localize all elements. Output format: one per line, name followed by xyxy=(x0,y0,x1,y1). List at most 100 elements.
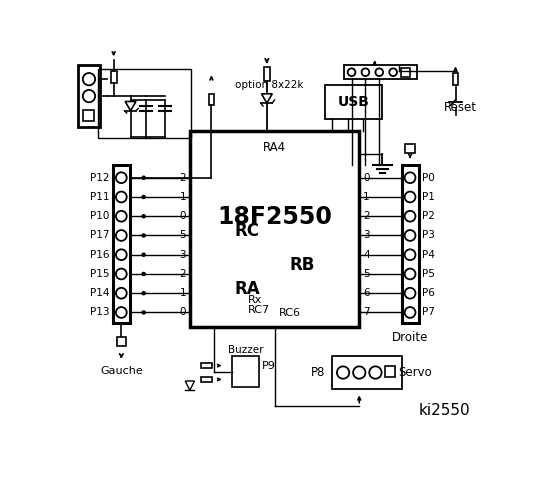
Circle shape xyxy=(389,68,397,76)
Text: 1: 1 xyxy=(179,288,186,298)
Text: Gauche: Gauche xyxy=(100,366,143,376)
Bar xyxy=(453,73,458,85)
Text: P15: P15 xyxy=(90,269,109,279)
Text: 18F2550: 18F2550 xyxy=(217,205,332,229)
Bar xyxy=(201,363,212,368)
Circle shape xyxy=(405,192,415,203)
Text: Rx: Rx xyxy=(248,295,262,305)
Circle shape xyxy=(405,269,415,279)
Bar xyxy=(401,68,410,77)
Bar xyxy=(405,144,415,153)
Text: 5: 5 xyxy=(363,269,370,279)
Text: RC7: RC7 xyxy=(248,305,270,315)
Text: P8: P8 xyxy=(311,366,326,379)
Bar xyxy=(201,377,212,382)
Circle shape xyxy=(353,366,366,379)
Bar xyxy=(98,69,191,138)
Circle shape xyxy=(116,192,127,203)
Bar xyxy=(117,337,126,347)
Circle shape xyxy=(362,68,369,76)
Bar xyxy=(78,65,100,127)
Bar xyxy=(332,356,401,389)
Circle shape xyxy=(116,307,127,318)
Text: 0: 0 xyxy=(180,308,186,317)
Bar xyxy=(264,67,270,81)
Text: P6: P6 xyxy=(422,288,435,298)
Text: P10: P10 xyxy=(90,211,109,221)
Circle shape xyxy=(405,288,415,299)
Text: 2: 2 xyxy=(179,269,186,279)
Text: 6: 6 xyxy=(363,288,370,298)
Text: 2: 2 xyxy=(363,211,370,221)
Circle shape xyxy=(142,176,145,179)
Circle shape xyxy=(142,273,145,276)
Circle shape xyxy=(142,234,145,237)
Circle shape xyxy=(369,366,382,379)
Text: RC6: RC6 xyxy=(279,308,301,318)
Circle shape xyxy=(375,68,383,76)
Text: P11: P11 xyxy=(90,192,109,202)
Text: P13: P13 xyxy=(90,308,109,317)
Text: 2: 2 xyxy=(179,173,186,183)
Circle shape xyxy=(116,211,127,222)
Text: RA: RA xyxy=(234,279,260,298)
Text: 0: 0 xyxy=(180,211,186,221)
Circle shape xyxy=(116,172,127,183)
Circle shape xyxy=(337,366,349,379)
Bar xyxy=(190,131,359,327)
Circle shape xyxy=(116,230,127,241)
Text: P2: P2 xyxy=(422,211,435,221)
Text: Servo: Servo xyxy=(399,366,432,379)
Text: 7: 7 xyxy=(363,308,370,317)
Text: P12: P12 xyxy=(90,173,109,183)
Circle shape xyxy=(142,292,145,295)
Text: P7: P7 xyxy=(422,308,435,317)
Circle shape xyxy=(116,288,127,299)
Bar xyxy=(325,84,382,119)
Text: Buzzer: Buzzer xyxy=(228,345,263,355)
Text: 1: 1 xyxy=(179,192,186,202)
Circle shape xyxy=(405,230,415,241)
Text: 3: 3 xyxy=(179,250,186,260)
Text: P16: P16 xyxy=(90,250,109,260)
Text: P3: P3 xyxy=(422,230,435,240)
Bar xyxy=(208,94,214,105)
Bar xyxy=(401,166,419,323)
Circle shape xyxy=(405,249,415,260)
Text: P1: P1 xyxy=(422,192,435,202)
Circle shape xyxy=(405,172,415,183)
Bar xyxy=(113,166,130,323)
Text: P17: P17 xyxy=(90,230,109,240)
Circle shape xyxy=(116,249,127,260)
Circle shape xyxy=(83,73,95,85)
Text: 4: 4 xyxy=(363,250,370,260)
Text: 0: 0 xyxy=(363,173,369,183)
Bar xyxy=(344,65,417,79)
Circle shape xyxy=(405,307,415,318)
Text: 1: 1 xyxy=(363,192,370,202)
Circle shape xyxy=(405,211,415,222)
Text: P4: P4 xyxy=(422,250,435,260)
Text: RA4: RA4 xyxy=(263,141,286,154)
Text: P0: P0 xyxy=(422,173,435,183)
Text: 5: 5 xyxy=(179,230,186,240)
Text: option 8x22k: option 8x22k xyxy=(234,80,303,90)
Text: USB: USB xyxy=(337,95,369,109)
Circle shape xyxy=(142,253,145,256)
Circle shape xyxy=(142,215,145,218)
Circle shape xyxy=(142,195,145,199)
Circle shape xyxy=(348,68,356,76)
Circle shape xyxy=(116,269,127,279)
Bar xyxy=(385,366,395,377)
Bar xyxy=(111,71,117,83)
Circle shape xyxy=(83,90,95,102)
Text: P14: P14 xyxy=(90,288,109,298)
Bar xyxy=(232,356,259,387)
Text: Droite: Droite xyxy=(392,331,428,344)
Bar xyxy=(83,110,93,121)
Text: 3: 3 xyxy=(363,230,370,240)
Text: ki2550: ki2550 xyxy=(418,403,469,418)
Text: Reset: Reset xyxy=(444,101,477,114)
Text: RC: RC xyxy=(234,222,259,240)
Text: RB: RB xyxy=(289,256,315,275)
